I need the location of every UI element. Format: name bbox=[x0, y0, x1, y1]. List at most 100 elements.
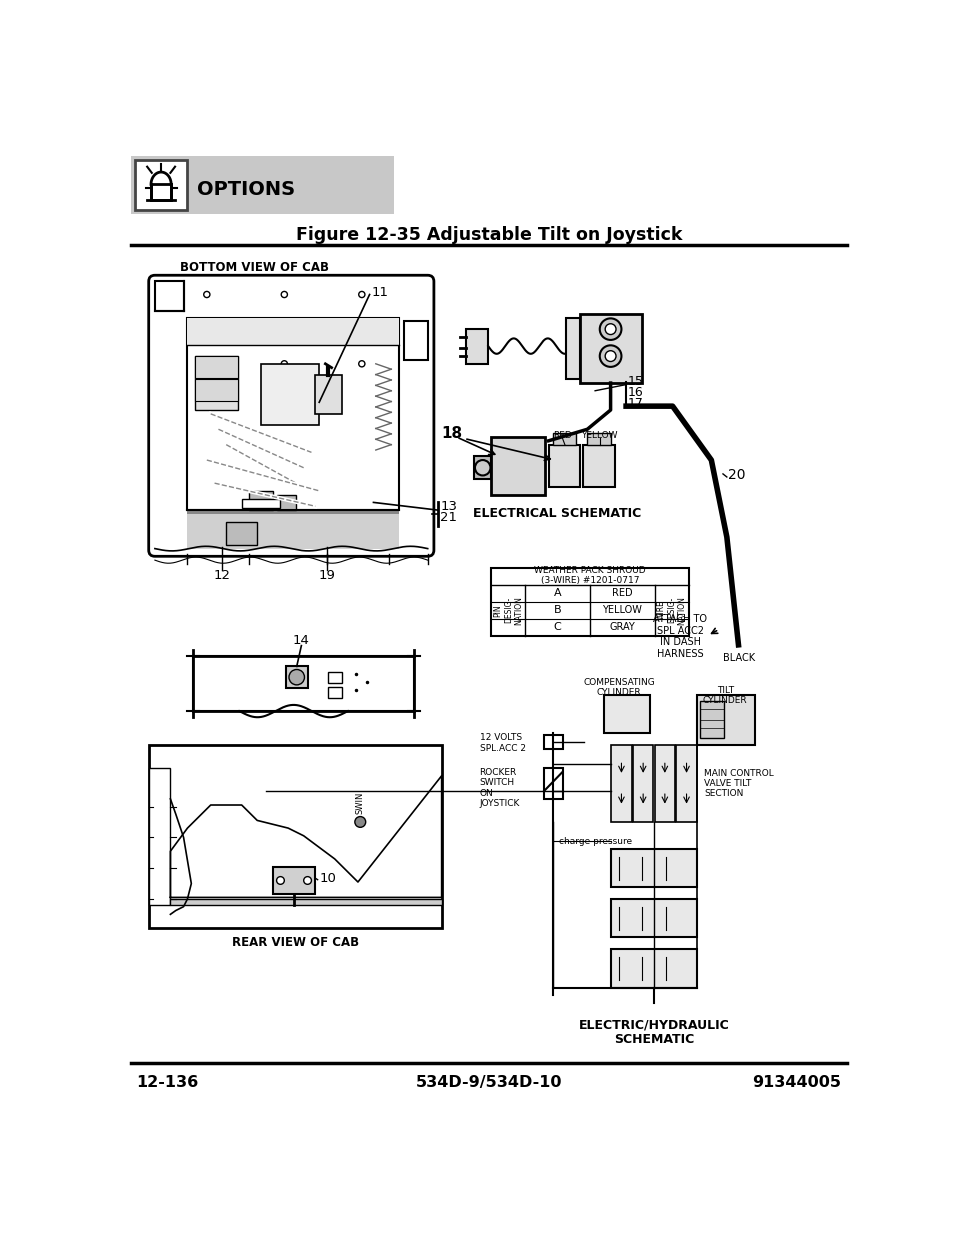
Bar bbox=[195, 356, 237, 378]
Bar bbox=[261, 364, 319, 425]
Text: 17: 17 bbox=[627, 396, 643, 410]
Polygon shape bbox=[171, 776, 441, 898]
Text: 18: 18 bbox=[440, 426, 461, 441]
Text: 11: 11 bbox=[371, 285, 388, 299]
Circle shape bbox=[281, 291, 287, 298]
Bar bbox=[582, 445, 615, 487]
Bar bbox=[565, 317, 579, 379]
Bar bbox=[171, 899, 441, 905]
Text: REAR VIEW OF CAB: REAR VIEW OF CAB bbox=[232, 936, 358, 948]
Bar bbox=[187, 317, 398, 510]
Bar bbox=[276, 495, 295, 510]
Circle shape bbox=[604, 324, 616, 335]
Text: 12-136: 12-136 bbox=[136, 1074, 198, 1089]
Bar bbox=[611, 745, 631, 823]
Bar bbox=[579, 314, 641, 383]
Circle shape bbox=[355, 816, 365, 827]
Text: 10: 10 bbox=[319, 872, 335, 884]
Bar bbox=[611, 848, 696, 888]
Circle shape bbox=[358, 361, 365, 367]
Text: B: B bbox=[553, 605, 560, 615]
Text: OPTIONS: OPTIONS bbox=[196, 179, 294, 199]
Circle shape bbox=[303, 877, 311, 884]
Bar bbox=[549, 445, 579, 487]
Text: ATTACH TO
SPL ACC2
IN DASH
HARNESS: ATTACH TO SPL ACC2 IN DASH HARNESS bbox=[653, 614, 706, 658]
Circle shape bbox=[276, 877, 284, 884]
Text: YELLOW: YELLOW bbox=[601, 605, 641, 615]
Text: PIN
DESIG-
NATION: PIN DESIG- NATION bbox=[493, 595, 522, 625]
Text: 12: 12 bbox=[213, 569, 231, 582]
Bar bbox=[131, 156, 394, 214]
Bar bbox=[553, 433, 576, 445]
Text: 12 VOLTS
SPL.ACC 2: 12 VOLTS SPL.ACC 2 bbox=[479, 734, 525, 753]
Bar bbox=[249, 490, 273, 510]
Text: RED: RED bbox=[611, 588, 632, 598]
Bar bbox=[149, 745, 441, 929]
Circle shape bbox=[281, 361, 287, 367]
Bar bbox=[149, 768, 171, 905]
Text: Figure 12-35 Adjustable Tilt on Joystick: Figure 12-35 Adjustable Tilt on Joystick bbox=[295, 226, 681, 245]
Text: 19: 19 bbox=[318, 569, 335, 582]
Text: C: C bbox=[553, 622, 560, 632]
Bar bbox=[134, 159, 187, 210]
Text: 21: 21 bbox=[439, 511, 456, 525]
Text: WIRE
DESIG-
NATION: WIRE DESIG- NATION bbox=[657, 595, 686, 625]
Text: MAIN CONTROL
VALVE TILT
SECTION: MAIN CONTROL VALVE TILT SECTION bbox=[703, 768, 773, 798]
Bar bbox=[611, 899, 696, 937]
Text: 91344005: 91344005 bbox=[752, 1074, 841, 1089]
Bar bbox=[286, 667, 307, 688]
Bar bbox=[543, 768, 562, 799]
Text: 20: 20 bbox=[728, 468, 745, 483]
Bar bbox=[491, 568, 688, 636]
Bar bbox=[543, 735, 562, 748]
Text: ELECTRIC/HYDRAULIC
SCHEMATIC: ELECTRIC/HYDRAULIC SCHEMATIC bbox=[578, 1019, 729, 1046]
Text: TILT
CYLINDER: TILT CYLINDER bbox=[702, 685, 747, 705]
Circle shape bbox=[599, 319, 620, 340]
Bar bbox=[696, 695, 754, 745]
Text: ELECTRICAL SCHEMATIC: ELECTRICAL SCHEMATIC bbox=[473, 508, 640, 520]
Circle shape bbox=[204, 291, 210, 298]
Bar bbox=[226, 521, 257, 545]
Text: 14: 14 bbox=[293, 635, 310, 647]
Text: charge pressure: charge pressure bbox=[558, 836, 632, 846]
Bar bbox=[466, 330, 488, 364]
Bar bbox=[151, 184, 171, 200]
Bar bbox=[633, 745, 653, 823]
Bar bbox=[187, 514, 398, 548]
Text: A: A bbox=[553, 588, 560, 598]
FancyBboxPatch shape bbox=[149, 275, 434, 556]
Circle shape bbox=[289, 669, 304, 685]
Bar bbox=[187, 317, 398, 345]
Bar bbox=[474, 456, 491, 479]
Text: WEATHER PACK SHROUD
(3-WIRE) #1201-0717: WEATHER PACK SHROUD (3-WIRE) #1201-0717 bbox=[534, 566, 645, 585]
Text: COMPENSATING
CYLINDER: COMPENSATING CYLINDER bbox=[582, 678, 655, 698]
Text: 534D-9/534D-10: 534D-9/534D-10 bbox=[416, 1074, 561, 1089]
Bar bbox=[654, 745, 674, 823]
Bar bbox=[404, 321, 427, 359]
Bar bbox=[315, 375, 342, 414]
Bar bbox=[195, 379, 237, 401]
Bar bbox=[676, 745, 696, 823]
Bar bbox=[491, 437, 545, 495]
Text: SWIN: SWIN bbox=[355, 792, 364, 814]
Bar bbox=[603, 695, 649, 734]
Bar bbox=[611, 948, 696, 988]
Circle shape bbox=[599, 346, 620, 367]
Circle shape bbox=[204, 361, 210, 367]
Bar bbox=[700, 701, 723, 739]
Text: GRAY: GRAY bbox=[609, 622, 635, 632]
Text: 13: 13 bbox=[439, 500, 456, 513]
Bar bbox=[273, 867, 315, 894]
Bar bbox=[193, 656, 414, 711]
Circle shape bbox=[475, 461, 490, 475]
Bar bbox=[154, 282, 184, 311]
Text: ROCKER
SWITCH
ON
JOYSTICK: ROCKER SWITCH ON JOYSTICK bbox=[479, 768, 519, 808]
Bar bbox=[195, 356, 237, 410]
Text: YELLOW: YELLOW bbox=[581, 431, 618, 440]
Bar bbox=[586, 433, 611, 445]
Bar bbox=[187, 510, 398, 514]
Text: BLACK: BLACK bbox=[722, 652, 755, 662]
Bar bbox=[241, 499, 280, 508]
Circle shape bbox=[358, 291, 365, 298]
Text: 15: 15 bbox=[627, 375, 643, 388]
